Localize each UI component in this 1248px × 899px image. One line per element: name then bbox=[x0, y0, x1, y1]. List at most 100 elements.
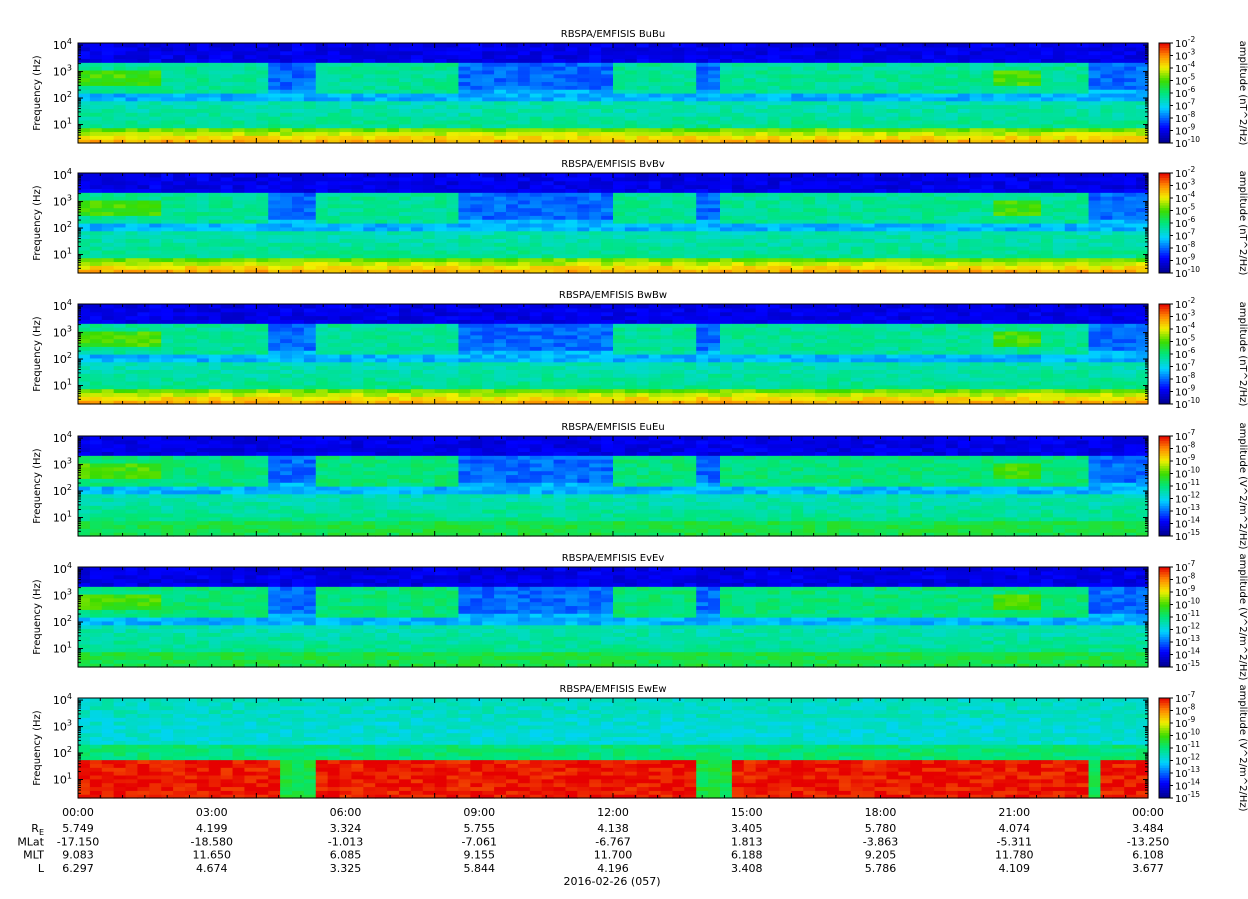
ephemeris-value: 3.325 bbox=[330, 862, 362, 875]
colorbar-tick-label: 10-9 bbox=[1175, 123, 1195, 138]
spectrogram-image bbox=[78, 567, 1149, 668]
ephemeris-value: -1.013 bbox=[328, 835, 363, 848]
ephemeris-value: 3.408 bbox=[731, 862, 763, 875]
x-tick-label: 15:00 bbox=[731, 806, 763, 819]
ephemeris-value: 6.108 bbox=[1132, 849, 1164, 862]
y-tick-label: 101 bbox=[53, 116, 72, 131]
panel-title: RBSPA/EMFISIS EvEv bbox=[562, 553, 665, 564]
colorbar: 10-710-810-910-1010-1110-1210-1310-1410-… bbox=[1158, 422, 1248, 550]
colorbar-tick-label: 10-12 bbox=[1175, 491, 1200, 506]
spectrogram-image bbox=[78, 43, 1149, 144]
ephemeris-value: -3.863 bbox=[863, 835, 898, 848]
colorbar-tick-label: 10-6 bbox=[1175, 346, 1195, 361]
y-axis-label: Frequency (Hz) bbox=[32, 55, 43, 131]
colorbar-tick-label: 10-8 bbox=[1175, 572, 1195, 587]
y-tick-label: 102 bbox=[53, 90, 72, 105]
colorbar-tick-label: 10-9 bbox=[1175, 715, 1195, 730]
colorbar-label: amplitude (nT^2/Hz) bbox=[1237, 171, 1248, 276]
ephemeris-value: 3.405 bbox=[731, 822, 763, 835]
x-tick-label: 09:00 bbox=[463, 806, 495, 819]
colorbar-tick-label: 10-3 bbox=[1175, 309, 1195, 324]
y-axis-label: Frequency (Hz) bbox=[32, 185, 43, 261]
y-tick-label: 101 bbox=[53, 640, 72, 655]
colorbar-tick-label: 10-2 bbox=[1175, 35, 1195, 50]
panel-title: RBSPA/EMFISIS EuEu bbox=[561, 422, 664, 433]
colorbar-tick-label: 10-2 bbox=[1175, 296, 1195, 311]
ephemeris-value: 11.650 bbox=[193, 849, 232, 862]
ephemeris-value: 6.085 bbox=[330, 849, 362, 862]
colorbar-tick-label: 10-10 bbox=[1175, 728, 1200, 743]
colorbar-tick-label: 10-10 bbox=[1175, 265, 1200, 280]
ephemeris-value: 3.324 bbox=[330, 822, 362, 835]
ephemeris-value: 3.677 bbox=[1132, 862, 1164, 875]
spectrogram-image bbox=[78, 304, 1149, 405]
colorbar-tick-label: 10-8 bbox=[1175, 110, 1195, 125]
ephemeris-value: -7.061 bbox=[462, 835, 497, 848]
ephemeris-value: 1.813 bbox=[731, 835, 763, 848]
ephemeris-value: 6.297 bbox=[62, 862, 94, 875]
y-tick-label: 104 bbox=[53, 430, 72, 445]
y-tick-label: 101 bbox=[53, 246, 72, 261]
colorbar-tick-label: 10-4 bbox=[1175, 321, 1195, 336]
colorbar-tick-label: 10-15 bbox=[1175, 659, 1200, 674]
y-tick-label: 103 bbox=[53, 194, 72, 209]
colorbar-label: amplitude (nT^2/Hz) bbox=[1237, 302, 1248, 407]
colorbar-tick-label: 10-12 bbox=[1175, 753, 1200, 768]
ephemeris-value: 5.844 bbox=[464, 862, 496, 875]
colorbar-tick-label: 10-5 bbox=[1175, 73, 1195, 88]
x-tick-label: 12:00 bbox=[597, 806, 629, 819]
y-axis-label: Frequency (Hz) bbox=[32, 316, 43, 392]
ephemeris-value: -5.311 bbox=[997, 835, 1032, 848]
panel-title: RBSPA/EMFISIS BvBv bbox=[561, 159, 665, 170]
colorbar: 10-210-310-410-510-610-710-810-910-10 amp… bbox=[1158, 165, 1248, 280]
colorbar-tick-label: 10-9 bbox=[1175, 253, 1195, 268]
colorbar-tick-label: 10-15 bbox=[1175, 528, 1200, 543]
date-label: 2016-02-26 (057) bbox=[563, 875, 660, 888]
colorbar: 10-710-810-910-1010-1110-1210-1310-1410-… bbox=[1158, 553, 1248, 681]
spectrogram-image bbox=[78, 436, 1149, 537]
colorbar-tick-label: 10-11 bbox=[1175, 740, 1200, 755]
colorbar-tick-label: 10-7 bbox=[1175, 428, 1195, 443]
y-tick-label: 102 bbox=[53, 351, 72, 366]
colorbar-tick-label: 10-2 bbox=[1175, 165, 1195, 180]
y-tick-label: 102 bbox=[53, 614, 72, 629]
x-tick-label: 00:00 bbox=[1132, 806, 1164, 819]
panel-title: RBSPA/EMFISIS EwEw bbox=[559, 684, 666, 695]
ephemeris-row-label: L bbox=[38, 862, 45, 875]
x-tick-label: 21:00 bbox=[998, 806, 1030, 819]
spectrogram-image bbox=[78, 173, 1149, 274]
spectrogram-image bbox=[78, 698, 1149, 799]
ephemeris-value: -6.767 bbox=[595, 835, 630, 848]
colorbar-tick-label: 10-8 bbox=[1175, 441, 1195, 456]
y-tick-label: 102 bbox=[53, 220, 72, 235]
ephemeris-value: 4.674 bbox=[196, 862, 228, 875]
colorbar-tick-label: 10-10 bbox=[1175, 396, 1200, 411]
ephemeris-value: -13.250 bbox=[1127, 835, 1169, 848]
ephemeris-value: 4.109 bbox=[999, 862, 1031, 875]
ephemeris-value: 11.700 bbox=[594, 849, 633, 862]
colorbar-tick-label: 10-5 bbox=[1175, 203, 1195, 218]
ephemeris-value: 6.188 bbox=[731, 849, 763, 862]
colorbar-label: amplitude (V^2/m^2/Hz) bbox=[1237, 684, 1248, 811]
panel-3: RBSPA/EMFISIS BwBw Frequency (Hz) 101 102 10… bbox=[32, 290, 1248, 411]
y-tick-label: 103 bbox=[53, 64, 72, 79]
y-tick-label: 104 bbox=[53, 692, 72, 707]
y-tick-label: 102 bbox=[53, 483, 72, 498]
colorbar-label: amplitude (nT^2/Hz) bbox=[1237, 41, 1248, 146]
ephemeris-value: 4.199 bbox=[196, 822, 228, 835]
y-tick-label: 101 bbox=[53, 377, 72, 392]
colorbar-tick-label: 10-6 bbox=[1175, 85, 1195, 100]
colorbar-tick-label: 10-10 bbox=[1175, 466, 1200, 481]
colorbar-tick-label: 10-7 bbox=[1175, 359, 1195, 374]
colorbar-tick-label: 10-9 bbox=[1175, 453, 1195, 468]
ephemeris-value: 4.074 bbox=[999, 822, 1031, 835]
colorbar-tick-label: 10-11 bbox=[1175, 609, 1200, 624]
spectrogram-panels: RBSPA/EMFISIS BuBu Frequency (Hz) 101 102 10… bbox=[32, 29, 1248, 812]
colorbar-tick-label: 10-15 bbox=[1175, 790, 1200, 805]
colorbar-tick-label: 10-14 bbox=[1175, 647, 1200, 662]
ephemeris-value: 4.196 bbox=[597, 862, 629, 875]
colorbar: 10-210-310-410-510-610-710-810-910-10 amp… bbox=[1158, 35, 1248, 150]
colorbar-tick-label: 10-8 bbox=[1175, 703, 1195, 718]
y-tick-label: 104 bbox=[53, 561, 72, 576]
